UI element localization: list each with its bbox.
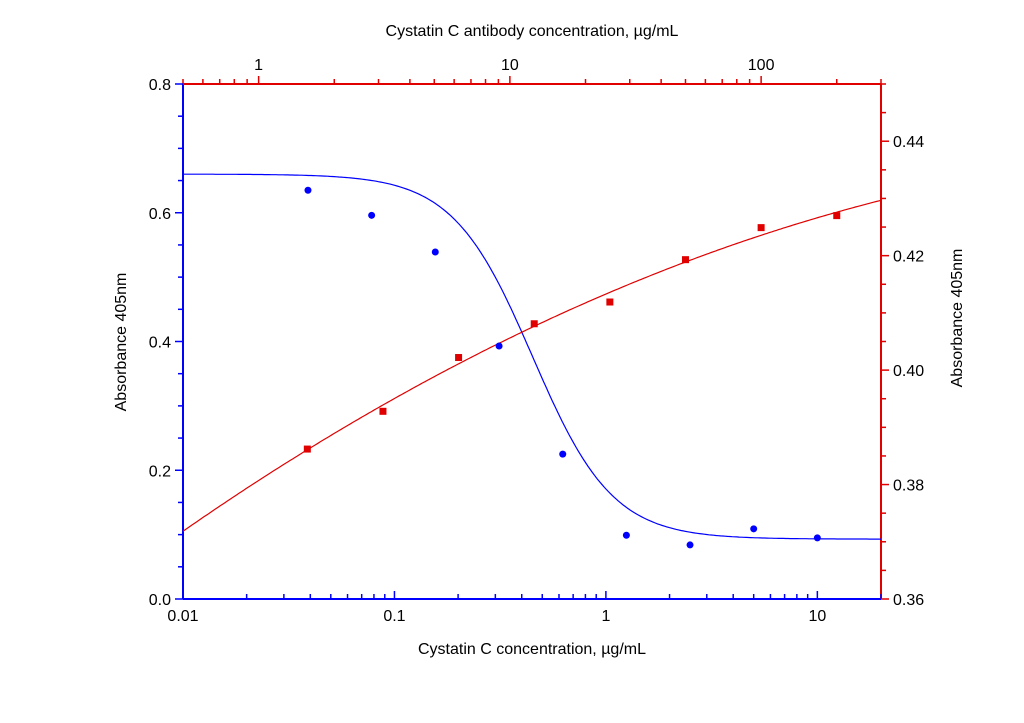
data-point-red [757,224,765,232]
data-point-blue [304,186,312,194]
data-point-blue [686,541,694,549]
x-axis-label: Cystatin C concentration, µg/mL [418,641,646,658]
data-point-red [606,298,614,306]
y2-tick-label: 0.42 [893,249,924,266]
data-point-blue [813,534,821,542]
data-point-red [833,212,841,220]
data-point-red [530,320,538,328]
x-tick-label: 10 [808,608,826,625]
y2-axis-label: Absorbance 405nm [949,249,966,388]
y2-tick-label: 0.40 [893,363,924,380]
y2-tick-label: 0.44 [893,134,924,151]
x-tick-label: 0.1 [383,608,405,625]
data-point-red [681,256,689,264]
x2-tick-label: 1 [254,57,263,74]
y-axis-label: Absorbance 405nm [113,273,130,412]
y-tick-label: 0.2 [149,463,171,480]
data-point-red [303,445,311,453]
y-tick-label: 0.4 [149,335,171,352]
data-point-blue [559,450,567,458]
fit-curve-blue [183,173,881,540]
x2-axis-label: Cystatin C antibody concentration, µg/mL [386,23,679,40]
y2-tick-label: 0.38 [893,478,924,495]
data-point-blue [622,531,630,539]
y-tick-label: 0.6 [149,206,171,223]
data-point-blue [495,342,503,350]
data-point-blue [368,211,376,219]
x-tick-label: 0.01 [167,608,198,625]
x2-tick-label: 100 [748,57,775,74]
data-point-blue [750,525,758,533]
data-point-red [455,354,463,362]
data-point-blue [431,248,439,256]
x-tick-label: 1 [601,608,610,625]
y-tick-label: 0.0 [149,592,171,609]
x2-tick-label: 10 [501,57,519,74]
y-tick-label: 0.8 [149,77,171,94]
data-point-red [379,407,387,415]
y2-tick-label: 0.36 [893,592,924,609]
fit-curve-red [182,199,882,532]
